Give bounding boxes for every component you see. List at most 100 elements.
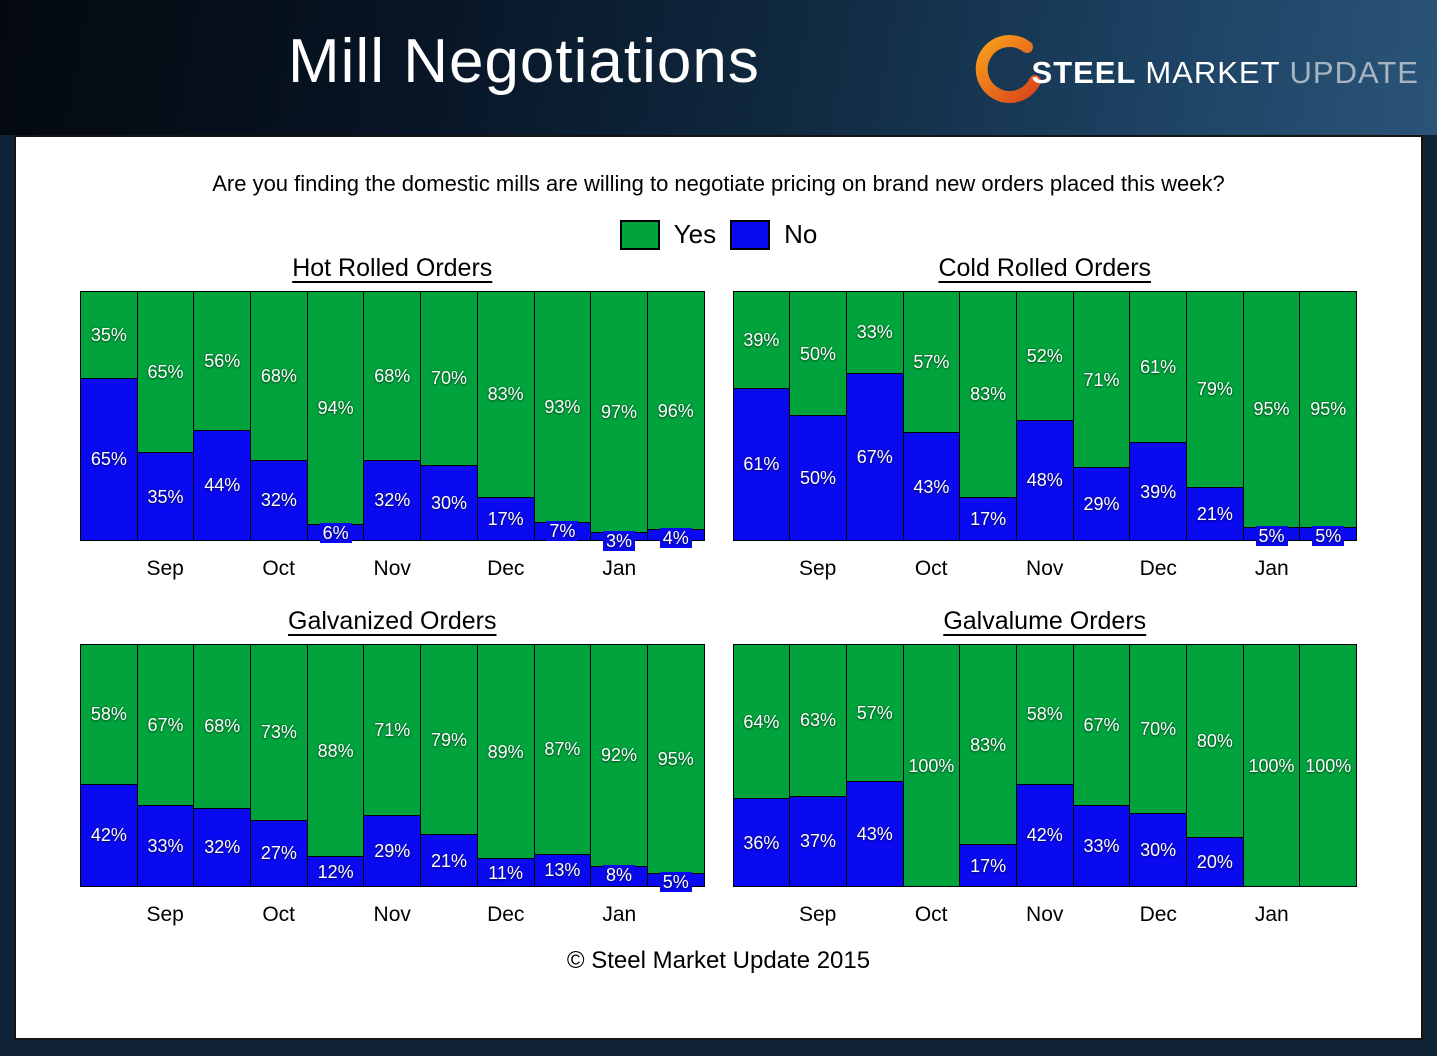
value-label-no: 43% [856,824,893,845]
axis-month-label: Oct [914,903,948,926]
value-label-no: 17% [487,508,524,529]
chart-title: Galvalume Orders [943,607,1147,635]
axis-month-label: Oct [262,557,296,580]
month-cell [648,903,705,933]
month-cell [846,903,903,933]
bar-segment-no: 3% [591,530,647,551]
value-label-no: 36% [743,832,780,853]
bar-segment-no: 50% [790,416,846,540]
bar-segment-no: 61% [733,388,790,540]
legend: Yes No [80,219,1357,250]
bar-segment-yes: 96% [647,292,704,531]
value-label-no: 4% [659,528,692,549]
bar: 33% 67% [845,291,904,541]
bar-segment-yes: 64% [733,645,790,800]
bar-segment-yes: 94% [307,292,364,526]
bar: 100% [902,644,961,887]
bar: 70% 30% [420,291,478,541]
bar-segment-no: 33% [1073,806,1130,886]
value-label-no: 43% [913,476,950,497]
bar-segment-yes: 35% [81,292,137,379]
month-axis: Sep Oct Nov Dec Jan [733,903,1358,933]
bar: 68% 32% [193,644,252,887]
bar-segment-yes: 71% [364,645,421,817]
month-cell [1073,903,1130,933]
charts-grid: Hot Rolled Orders 35% 65% 65% 35% 56% 44% 68% 32… [80,254,1358,933]
bar-segment-no: 67% [846,373,903,540]
bar-segment-no: 43% [846,782,903,886]
value-label-no: 44% [204,475,241,496]
bar-segment-no: 5% [1243,525,1300,546]
value-label-yes: 94% [317,398,354,419]
axis-month-label: Nov [1026,557,1064,580]
bar-segment-no: 30% [421,465,477,540]
value-label-no: 33% [147,836,184,857]
value-label-yes: 64% [743,711,780,732]
bar: 57% 43% [845,644,904,887]
bar-segment-yes: 83% [960,292,1016,498]
bar: 79% 21% [420,644,478,887]
axis-month-label: Jan [602,557,637,580]
value-label-yes: 33% [856,322,893,343]
month-cell [960,557,1017,587]
bar-segment-yes: 39% [733,292,790,389]
bar-segment-yes: 65% [137,292,194,454]
bar: 71% 29% [363,644,422,887]
bar: 89% 11% [476,644,535,887]
chart-title: Galvanized Orders [288,607,497,635]
bar: 67% 33% [1072,644,1131,887]
value-label-yes: 70% [430,368,467,389]
value-label-yes: 100% [1248,755,1295,776]
axis-month-label: Sep [146,557,184,580]
value-label-no: 5% [1312,525,1345,546]
bar-segment-yes: 83% [960,645,1016,846]
page-title: Mill Negotiations [288,27,760,96]
bar: 68% 32% [363,291,422,541]
value-label-no: 11% [488,862,523,883]
smu-logo-text: STEEL MARKET UPDATE [1031,55,1419,91]
month-cell [194,903,251,933]
value-label-yes: 95% [657,748,694,769]
bar-segment-no: 35% [137,453,194,540]
value-label-yes: 57% [913,352,950,373]
month-cell [846,557,903,587]
bar: 68% 32% [250,291,308,541]
value-label-no: 30% [430,492,467,513]
logo-market: MARKET [1145,55,1281,90]
axis-month-label: Jan [1254,557,1289,580]
bar-segment-no: 32% [364,460,421,540]
chart-galvalume-orders: Galvalume Orders 64% 36% 63% 37% 57% 43% 100% 83… [732,607,1358,933]
value-label-no: 29% [1083,494,1120,515]
bar-segment-no: 11% [477,859,534,886]
axis-month-label: Nov [373,557,411,580]
value-label-yes: 95% [1253,399,1290,420]
bar: 83% 17% [959,644,1017,887]
bar-segment-yes: 71% [1073,292,1130,469]
plot-area: 39% 61% 50% 50% 33% 67% 57% 43% 83% 17% 52% 48% 71% 2… [732,291,1358,546]
value-label-yes: 56% [204,350,241,371]
legend-swatch-yes [619,219,660,250]
bar: 39% 61% [732,291,791,541]
bar: 87% 13% [533,644,592,887]
value-label-yes: 39% [743,329,780,350]
value-label-yes: 68% [204,716,241,737]
legend-label-yes: Yes [673,219,717,249]
month-cell [421,557,478,587]
bar-segment-yes: 83% [477,292,534,498]
bar: 50% 50% [789,291,847,541]
bar-segment-yes: 57% [903,292,960,434]
chart-cold-rolled-orders: Cold Rolled Orders 39% 61% 50% 50% 33% 67% 57% 4… [732,254,1358,587]
value-label-yes: 65% [147,362,184,383]
axis-month-label: Sep [798,557,837,580]
month-cell [1073,557,1130,587]
value-label-no: 50% [800,468,837,488]
bar-segment-yes: 58% [1016,645,1073,785]
bar-segment-no: 65% [81,378,137,540]
bar-segment-yes: 92% [591,645,647,867]
bar: 65% 35% [136,291,195,541]
bar-segment-no: 21% [421,835,477,886]
value-label-no: 65% [90,449,127,470]
value-label-no: 33% [1083,836,1120,857]
bar-segment-yes: 68% [364,292,421,461]
bar: 93% 7% [533,291,592,541]
